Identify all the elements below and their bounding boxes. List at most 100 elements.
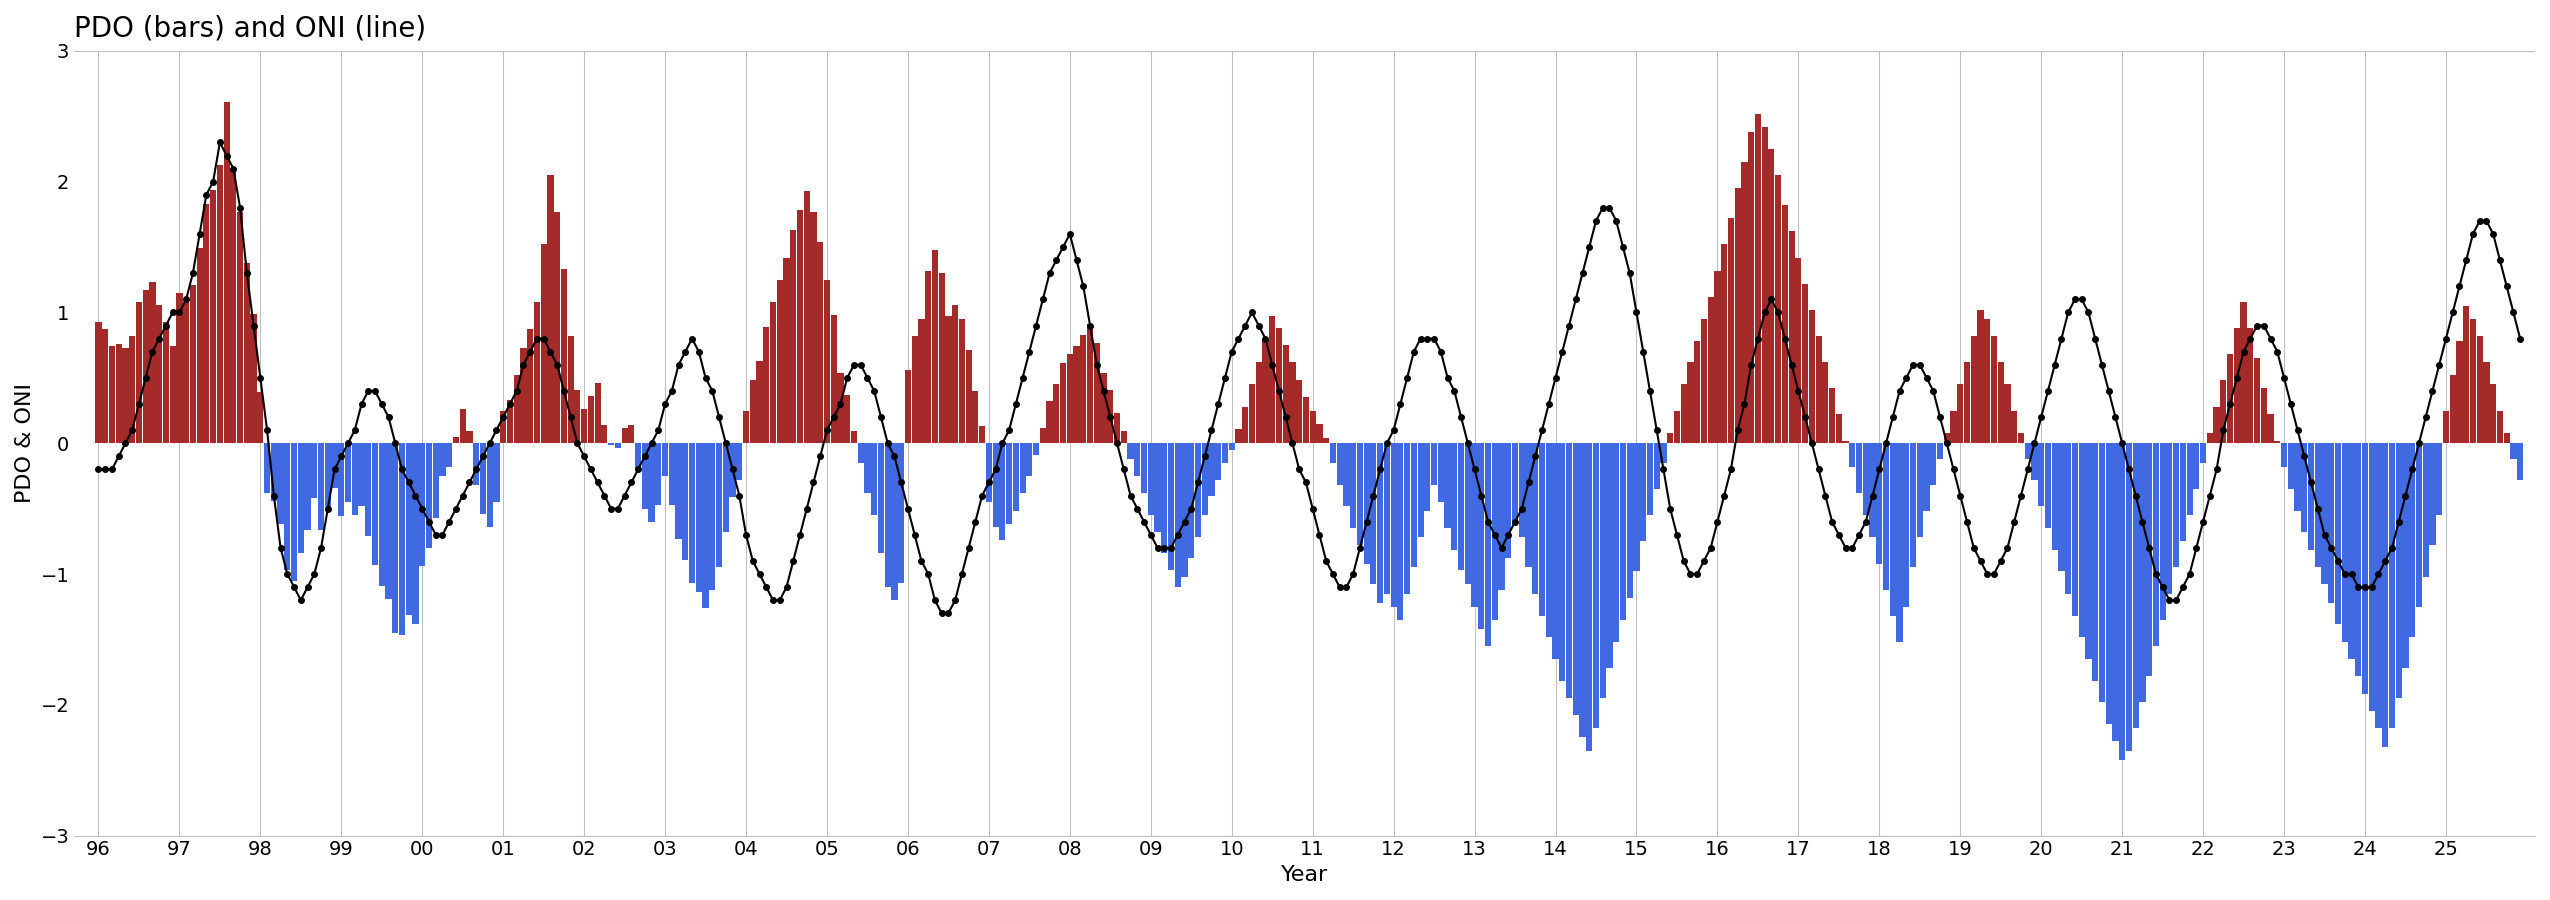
Bar [377,443,385,586]
Bar [770,302,775,443]
Bar [2300,443,2308,532]
Bar [2377,443,2382,728]
Bar [857,443,864,463]
Bar [237,212,242,443]
Bar [265,443,270,493]
Bar [156,304,163,443]
Bar [615,443,622,448]
Bar [2111,443,2119,742]
Bar [2045,443,2050,528]
Bar [1385,443,1390,594]
Bar [762,327,770,443]
Bar [102,329,107,443]
Bar [1882,443,1890,590]
Bar [487,443,492,526]
Bar [1499,443,1504,590]
Bar [1323,438,1329,443]
Bar [2402,443,2410,668]
Bar [992,443,1000,526]
Bar [1782,205,1788,443]
Bar [701,443,709,608]
Bar [500,410,507,443]
Bar [2053,443,2058,551]
Bar [1012,443,1020,511]
Bar [258,392,263,443]
Bar [1168,443,1173,570]
Bar [1196,443,1201,537]
Bar [885,443,890,587]
Text: PDO (bars) and ONI (line): PDO (bars) and ONI (line) [74,15,426,43]
Bar [1119,431,1127,443]
Bar [864,443,870,493]
Bar [1533,443,1538,594]
Bar [278,443,283,525]
Bar [446,443,451,467]
Bar [2234,328,2239,443]
Bar [339,443,344,517]
Bar [413,443,418,624]
Bar [574,390,581,443]
Bar [2168,443,2173,594]
Bar [757,361,762,443]
Bar [1976,310,1984,443]
Bar [931,249,938,443]
Bar [184,302,189,443]
Bar [1221,443,1229,463]
Bar [938,274,944,443]
Bar [729,443,734,497]
Bar [2160,443,2165,620]
Bar [1033,443,1040,455]
Bar [135,302,143,443]
Bar [910,336,918,443]
Bar [1000,443,1005,540]
Bar [722,443,729,532]
Bar [2091,443,2099,681]
Bar [2356,443,2361,676]
Bar [926,271,931,443]
Bar [1693,341,1701,443]
Bar [2489,384,2496,443]
Bar [513,375,520,443]
Bar [2180,443,2185,541]
Bar [150,283,156,443]
Bar [1902,443,1910,607]
Bar [1234,429,1242,443]
Bar [2241,302,2247,443]
Bar [1742,162,1747,443]
Bar [1418,443,1423,537]
Bar [1431,443,1438,485]
Bar [1938,443,1943,459]
Bar [2496,410,2504,443]
Bar [1862,443,1869,515]
Bar [110,346,115,443]
Bar [1673,410,1680,443]
Bar [1181,443,1188,577]
Bar [1734,188,1742,443]
Bar [1316,424,1323,443]
Bar [176,292,184,443]
Bar [987,443,992,502]
Bar [2361,443,2369,694]
Bar [2221,381,2226,443]
Bar [204,204,209,443]
Bar [1290,362,1295,443]
Bar [2295,443,2300,511]
Bar [1997,362,2004,443]
Bar [1329,443,1336,463]
Bar [2394,443,2402,698]
Bar [1586,443,1591,751]
Bar [1188,443,1193,558]
Bar [668,443,676,505]
Bar [1877,443,1882,563]
Bar [2280,443,2287,467]
Bar [2509,443,2517,459]
Bar [663,443,668,476]
Bar [122,347,128,443]
Bar [1007,443,1012,525]
Bar [2476,336,2484,443]
Bar [1749,132,1754,443]
Bar [1816,336,1821,443]
Bar [872,443,877,515]
Bar [1573,443,1578,716]
Bar [1823,362,1828,443]
